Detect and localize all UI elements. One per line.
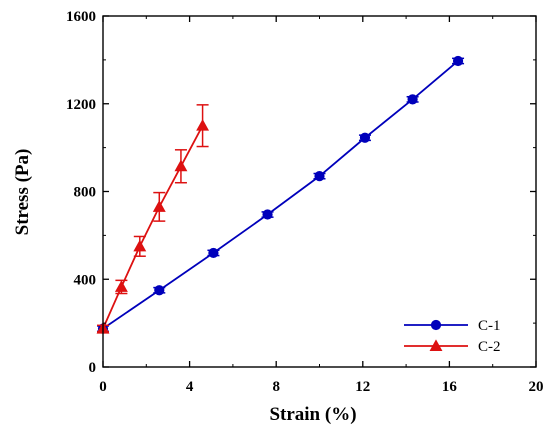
legend-marker — [430, 319, 442, 331]
x-tick-label: 12 — [355, 379, 370, 395]
data-point — [154, 285, 165, 296]
axes: 0 4 8 12 16 20 0 400 800 1200 1600 — [66, 9, 544, 395]
data-point — [174, 159, 188, 172]
legend-label: C-1 — [478, 318, 501, 334]
plot-area — [96, 55, 465, 334]
legend-item-c-1: C-1 — [404, 318, 501, 334]
data-point — [359, 132, 371, 143]
legend: C-1C-2 — [404, 318, 501, 355]
x-tick-label: 0 — [99, 379, 107, 395]
y-axis-title: Stress (Pa) — [12, 149, 33, 236]
y-tick-label: 400 — [74, 272, 97, 288]
x-tick-label: 4 — [186, 379, 194, 395]
y-tick-label: 1200 — [66, 97, 96, 113]
y-tick-label: 0 — [89, 360, 97, 376]
data-point — [314, 171, 325, 182]
data-point — [262, 209, 273, 220]
data-point — [114, 280, 128, 292]
data-point — [407, 94, 418, 105]
legend-label: C-2 — [478, 339, 501, 355]
data-point — [152, 200, 166, 212]
legend-item-c-2: C-2 — [404, 339, 501, 355]
legend-marker — [429, 339, 443, 351]
series-c-2 — [96, 104, 210, 334]
data-point — [208, 247, 219, 259]
series-c-1 — [97, 55, 465, 334]
data-point — [452, 55, 464, 67]
series-line-c-2 — [102, 125, 204, 329]
x-tick-label: 16 — [442, 379, 458, 395]
y-tick-label: 1600 — [66, 9, 96, 25]
data-point — [133, 239, 147, 252]
x-tick-label: 8 — [272, 379, 280, 395]
series-line-c-1 — [102, 60, 459, 330]
x-axis-title: Strain (%) — [269, 404, 356, 425]
x-tick-label: 20 — [529, 379, 544, 395]
data-point — [196, 119, 210, 131]
y-tick-label: 800 — [74, 185, 97, 201]
